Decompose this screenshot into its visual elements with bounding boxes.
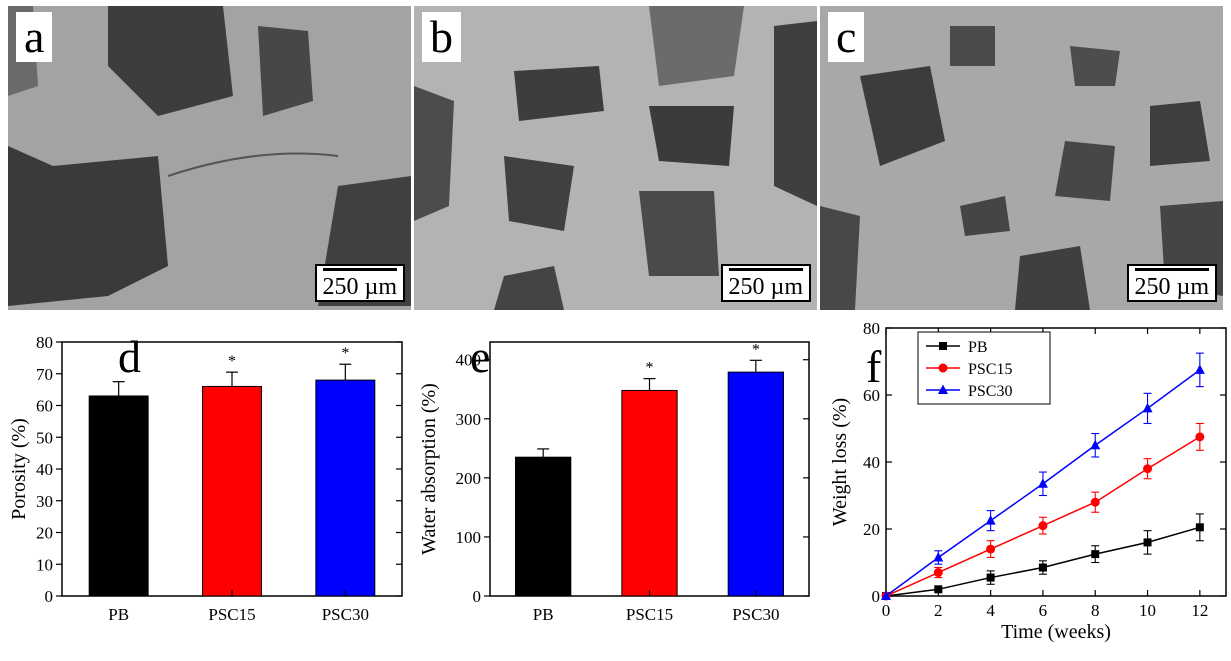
weight-loss-chart: 0 20 40 60 80 0 2 4 6 8 10 12 PB PSC15 PSC30 Time (week… (820, 318, 1231, 661)
scale-bar: 250 µm (1126, 264, 1217, 302)
x-tick-label: 0 (882, 601, 891, 620)
bar-psc30 (315, 379, 376, 597)
x-tick-label: PSC30 (322, 605, 369, 624)
y-tick-label: 200 (456, 469, 482, 488)
legend-marker (938, 384, 948, 394)
significance-mark: * (646, 360, 654, 377)
data-point-psc30 (1037, 478, 1048, 488)
legend-label: PSC30 (968, 383, 1012, 400)
weight-loss-chart-svg: 0 20 40 60 80 0 2 4 6 8 10 12 PB PSC15 PSC30 Time (week… (829, 319, 1227, 643)
data-point-pb (934, 585, 943, 594)
y-tick-label: 0 (45, 587, 54, 606)
x-tick-label: 4 (986, 601, 995, 620)
y-tick-label: 60 (863, 386, 880, 405)
y-tick-label: 0 (872, 587, 881, 606)
y-tick-label: 400 (456, 351, 482, 370)
data-point-psc15 (933, 568, 943, 578)
y-tick-label: 40 (863, 453, 880, 472)
y-tick-label: 10 (36, 555, 53, 574)
x-axis-label: Time (weeks) (1001, 621, 1111, 643)
data-point-pb (1195, 523, 1204, 532)
x-tick-label: 2 (934, 601, 943, 620)
y-tick-label: 300 (456, 410, 482, 429)
y-tick-label: 100 (456, 528, 482, 547)
x-tick-label: PSC30 (732, 605, 779, 624)
data-point-psc15 (1038, 521, 1048, 531)
significance-mark: * (228, 353, 236, 370)
scale-bar: 250 µm (314, 264, 405, 302)
sem-image-a: a 250 µm (8, 6, 411, 310)
significance-mark: * (752, 341, 760, 358)
y-tick-label: 20 (863, 520, 880, 539)
data-point-pb (1143, 538, 1152, 547)
data-point-psc30 (933, 551, 944, 562)
y-tick-label: 70 (36, 365, 53, 384)
bar-pb (515, 456, 572, 597)
x-tick-label: 10 (1139, 601, 1156, 620)
panel-letter: e (470, 331, 490, 382)
legend-marker (938, 363, 948, 373)
legend-label: PB (968, 339, 988, 356)
scale-bar-line (1134, 268, 1209, 271)
sem-texture (8, 6, 411, 310)
bar-psc15 (202, 385, 262, 597)
sem-texture (414, 6, 817, 310)
data-point-pb (1091, 550, 1100, 559)
panel-letter: f (866, 341, 882, 392)
scale-bar-label: 250 µm (322, 274, 398, 300)
data-point-psc30 (985, 515, 996, 525)
x-tick-label: 12 (1191, 601, 1208, 620)
x-tick-label: PSC15 (208, 605, 255, 624)
data-point-psc15 (1090, 497, 1100, 507)
x-tick-label: PSC15 (626, 605, 673, 624)
y-tick-label: 80 (36, 333, 53, 352)
y-tick-label: 30 (36, 492, 53, 511)
data-point-psc30 (1194, 364, 1205, 374)
x-tick-label: PB (108, 605, 129, 624)
x-tick-label: 8 (1091, 601, 1100, 620)
data-point-pb (1038, 563, 1047, 572)
data-point-pb (986, 573, 995, 582)
scale-bar-line (728, 268, 803, 271)
y-tick-label: 40 (36, 460, 53, 479)
sem-image-c: c 250 µm (820, 6, 1223, 310)
y-tick-label: 0 (473, 587, 482, 606)
water-absorption-chart: 0 100 200 300 400 PB * PSC15 * PSC30 Water absorpt… (410, 318, 820, 661)
scale-bar-label: 250 µm (1134, 274, 1210, 300)
y-tick-label: 80 (863, 319, 880, 338)
data-point-psc15 (1195, 432, 1205, 442)
legend-label: PSC15 (968, 361, 1012, 378)
x-tick-label: 6 (1039, 601, 1048, 620)
porosity-chart: 0 10 20 30 40 50 60 70 80 PB * PSC15 * PSC30 Porosity … (0, 318, 410, 661)
data-point-psc15 (986, 544, 996, 554)
y-tick-label: 60 (36, 397, 53, 416)
significance-mark: * (341, 345, 349, 362)
scale-bar: 250 µm (720, 264, 811, 302)
panel-letter: a (16, 12, 53, 62)
y-axis-label: Water absorption (%) (418, 383, 440, 555)
bar-psc30 (727, 371, 784, 597)
y-tick-label: 20 (36, 524, 53, 543)
data-point-psc30 (1142, 402, 1153, 413)
data-point-psc30 (881, 590, 891, 600)
panel-letter: b (422, 12, 461, 62)
y-axis-label: Porosity (%) (8, 418, 30, 520)
scale-bar-label: 250 µm (728, 274, 804, 300)
bar-pb (88, 395, 149, 597)
sem-image-b: b 250 µm (414, 6, 817, 310)
bar-psc15 (621, 389, 678, 597)
scale-bar-line (322, 268, 397, 271)
panel-letter: d (118, 331, 141, 382)
y-tick-label: 50 (36, 428, 53, 447)
y-axis-label: Weight loss (%) (829, 398, 851, 526)
x-tick-label: PB (533, 605, 554, 624)
data-point-psc15 (1143, 464, 1153, 474)
water-absorption-chart-svg: 0 100 200 300 400 PB * PSC15 * PSC30 Water absorpt… (418, 331, 810, 624)
panel-letter: c (828, 12, 865, 62)
data-point-psc30 (1090, 439, 1101, 450)
porosity-chart-svg: 0 10 20 30 40 50 60 70 80 PB * PSC15 * PSC30 Porosity … (8, 331, 403, 624)
legend-marker (939, 342, 947, 350)
